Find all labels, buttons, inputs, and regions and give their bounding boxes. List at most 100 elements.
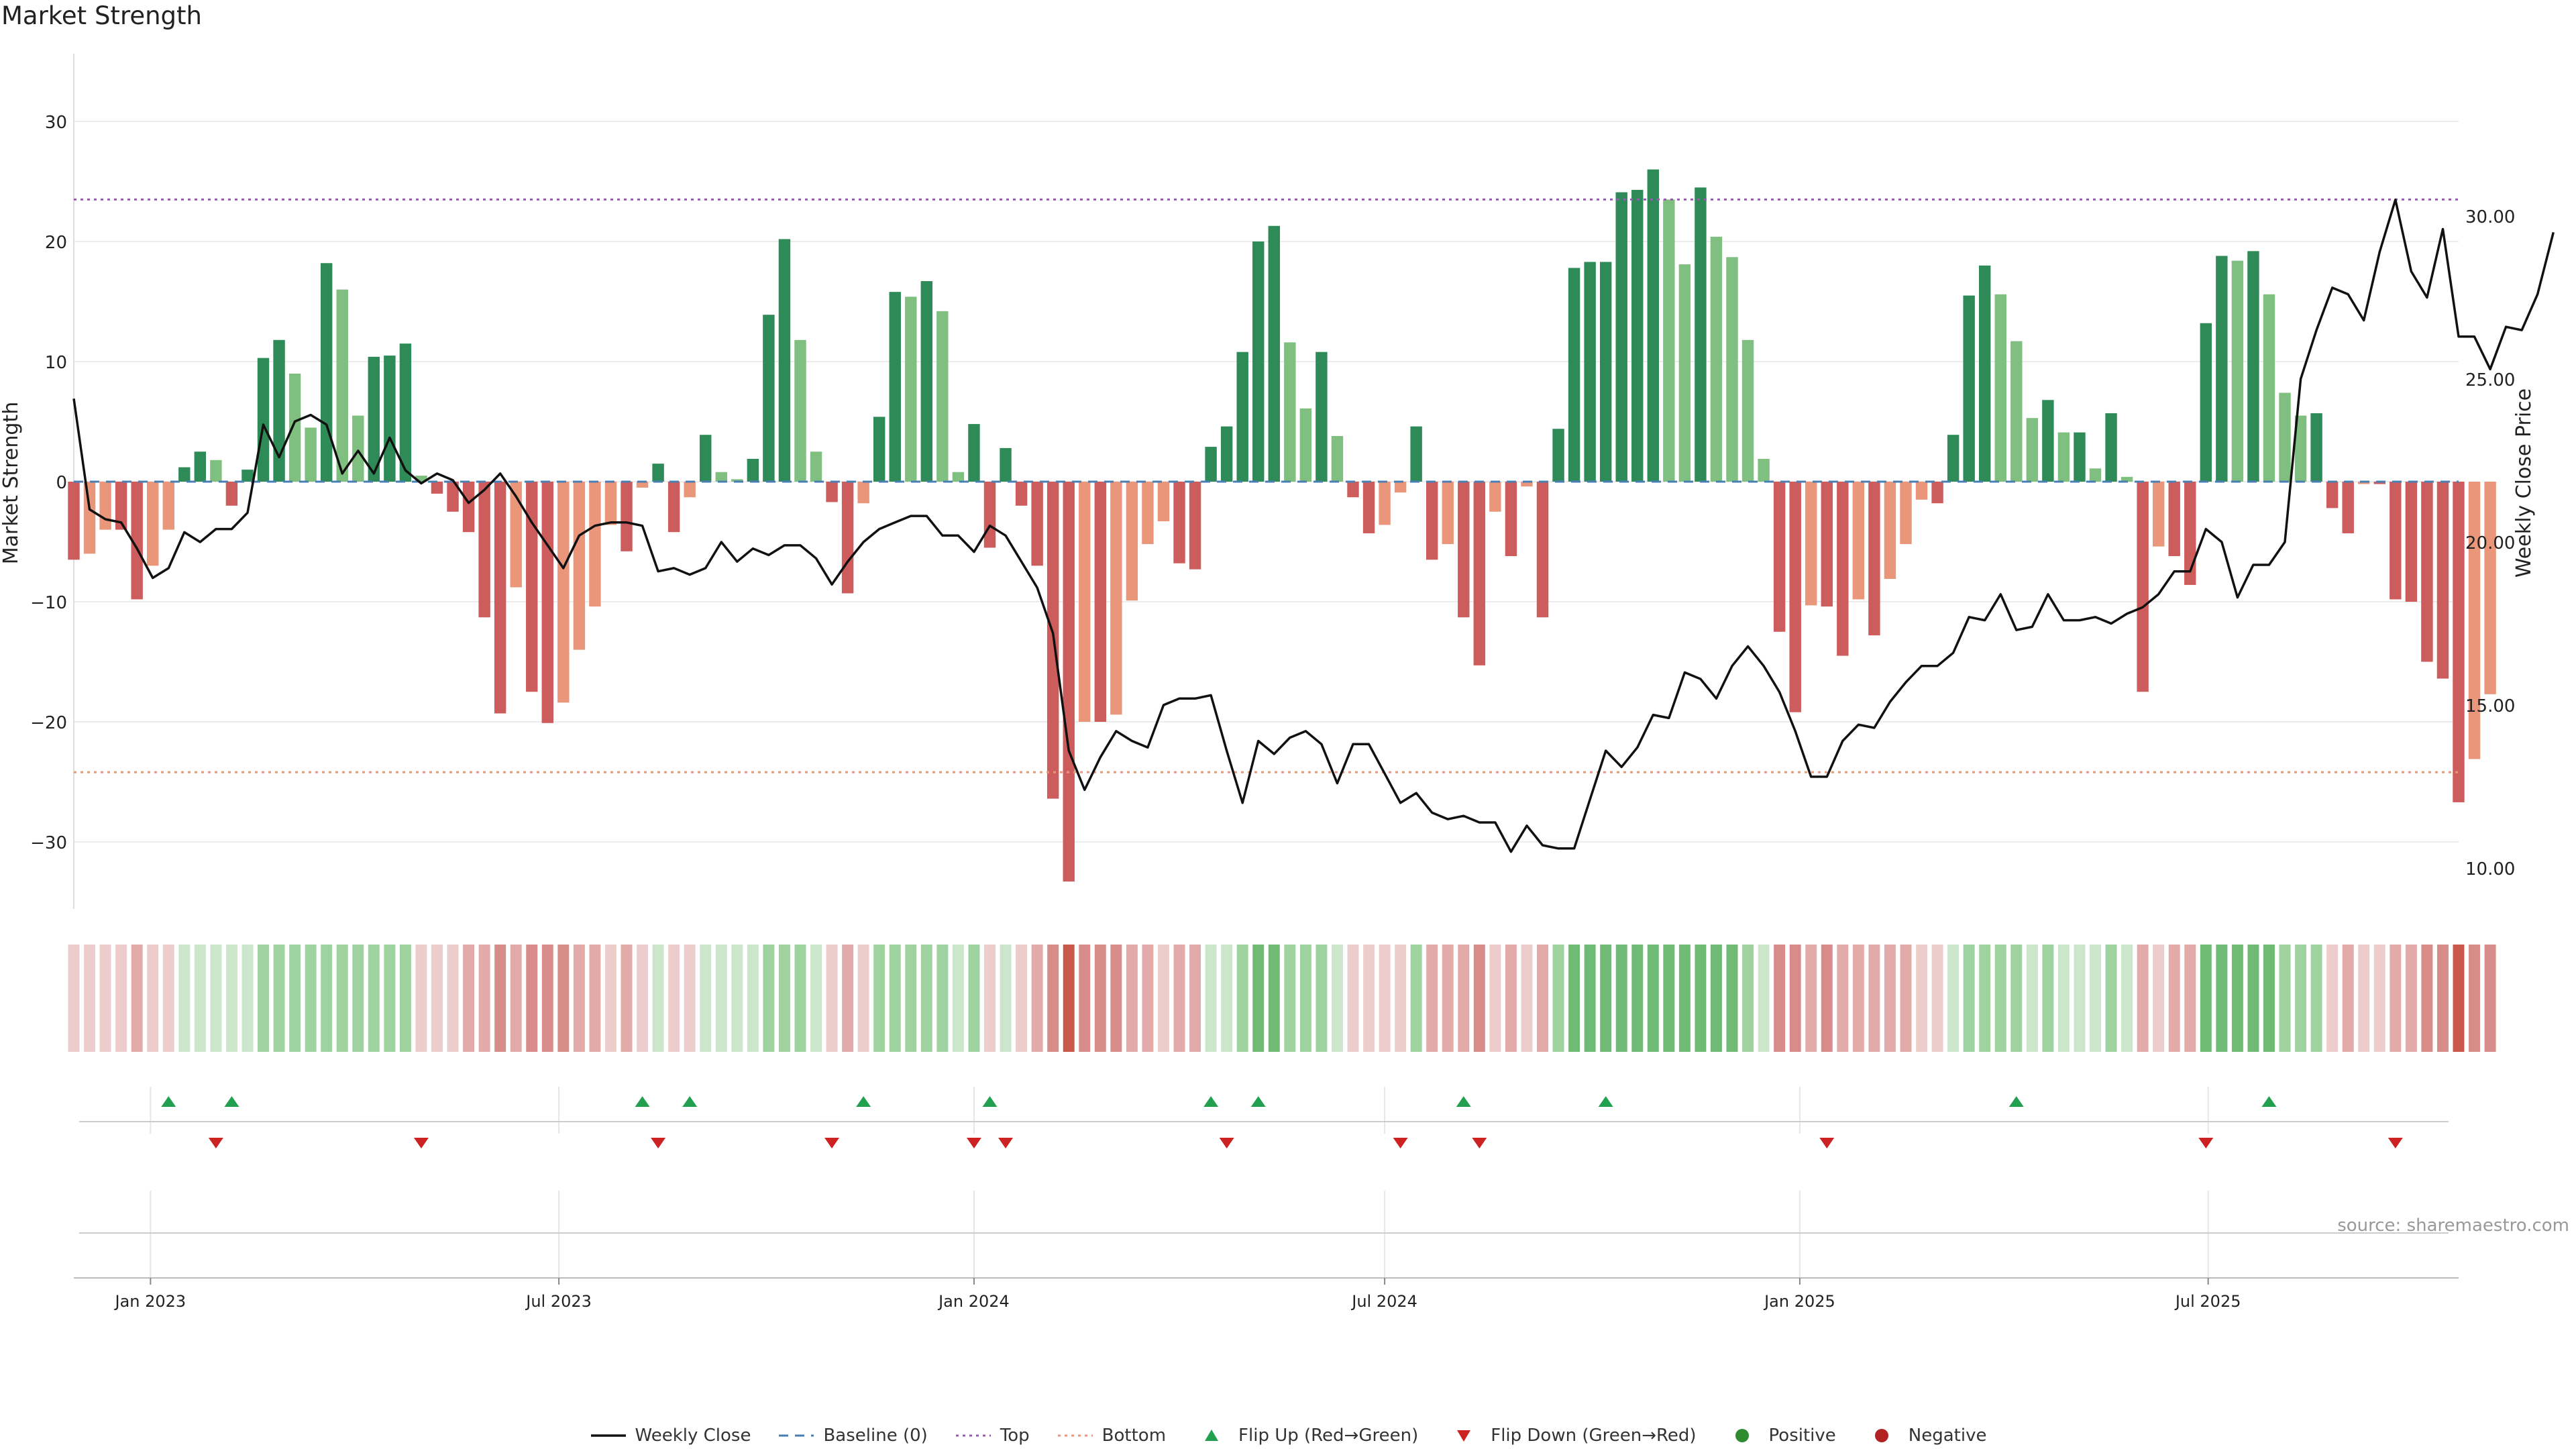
strength-bar [2089, 468, 2102, 482]
legend-item: Flip Down (Green→Red) [1445, 1426, 1697, 1446]
strength-bar [494, 482, 506, 714]
strength-bar [1789, 482, 1801, 712]
strength-bar [589, 482, 601, 607]
strength-bar [1362, 482, 1375, 533]
strength-bar [826, 482, 838, 502]
heat-cell [2405, 945, 2417, 1052]
flip-up-marker [1598, 1096, 1613, 1107]
heat-cell [1363, 945, 1375, 1052]
strength-bar [810, 451, 822, 482]
heat-cell [541, 945, 553, 1052]
heat-cell [984, 945, 996, 1052]
heat-cell [873, 945, 885, 1052]
heat-cell [1884, 945, 1896, 1052]
strength-bar [1505, 482, 1517, 556]
strength-bar [1079, 482, 1091, 722]
strength-bar [557, 482, 570, 703]
y2-axis-label: Weekly Close Price [2512, 388, 2536, 578]
heat-cell [1631, 945, 1644, 1052]
flip-up-marker [2261, 1096, 2277, 1107]
heat-cell [936, 945, 949, 1052]
heat-cell [652, 945, 664, 1052]
reference-lines [74, 198, 2459, 773]
heat-cell [2200, 945, 2212, 1052]
flip-markers [79, 1096, 2449, 1234]
heat-cell [2074, 945, 2086, 1052]
strength-bar [1647, 169, 1660, 482]
strength-bar [1821, 482, 1833, 607]
heat-cell [2263, 945, 2275, 1052]
heat-cell [1505, 945, 1517, 1052]
heat-cell [225, 945, 237, 1052]
strength-bar [115, 482, 127, 530]
heat-cell [115, 945, 127, 1052]
heat-cell [1584, 945, 1596, 1052]
strength-bar [178, 467, 191, 482]
legend-label: Negative [1908, 1426, 1987, 1446]
weekly-close-line [72, 198, 2555, 853]
strength-bar [1031, 482, 1043, 566]
strength-bar [1710, 236, 1723, 482]
strength-bar [2310, 413, 2322, 482]
heat-cell [1963, 945, 1975, 1052]
date-axis: Jan 2023 Jul 2023 Jan 2024 Jul 2024 Jan 2025… [74, 1277, 2459, 1311]
heat-cell [1410, 945, 1422, 1052]
heat-cell [2247, 945, 2259, 1052]
strength-bar [2373, 482, 2385, 484]
heat-cell [321, 945, 333, 1052]
strength-bar [2358, 482, 2370, 484]
legend-swatch [1057, 1434, 1093, 1437]
x-tick-label: Jan 2024 [937, 1292, 1010, 1311]
strength-bar [905, 297, 917, 482]
heat-cell [2279, 945, 2291, 1052]
strength-bar [305, 427, 317, 482]
legend-item: Bottom [1057, 1426, 1166, 1446]
strength-bar [1868, 482, 1880, 636]
strength-bar [1947, 435, 1960, 482]
heat-cell [1473, 945, 1485, 1052]
strength-bar [1900, 482, 1912, 545]
strength-bar [2421, 482, 2433, 662]
heat-cell [258, 945, 269, 1052]
strength-bar [336, 289, 348, 482]
heat-cell [1426, 945, 1438, 1052]
strength-bar [131, 482, 143, 600]
strength-bar [1963, 295, 1975, 482]
flip-up-marker [161, 1096, 176, 1107]
left-axis: 30 20 10 0 −10 −20 −30 [30, 113, 67, 853]
flip-up-marker [682, 1096, 698, 1107]
heat-cell [2168, 945, 2180, 1052]
heat-cell [1016, 945, 1028, 1052]
strength-bar [1094, 482, 1107, 722]
strength-bar [541, 482, 554, 723]
strength-bar [320, 263, 333, 482]
heat-cell [1395, 945, 1407, 1052]
heat-cell [2026, 945, 2038, 1052]
strength-bar [99, 482, 111, 530]
heat-cell [194, 945, 206, 1052]
y-tick-label: −20 [30, 713, 67, 733]
strength-bar [1157, 482, 1170, 522]
heat-cell [857, 945, 869, 1052]
legend-swatch [779, 1434, 814, 1437]
strength-bar [2484, 482, 2496, 694]
heat-cell [1600, 945, 1612, 1052]
heat-cell [305, 945, 317, 1052]
heat-cell [1331, 945, 1343, 1052]
strength-bar [936, 311, 949, 482]
heat-cell [84, 945, 96, 1052]
strength-bar [968, 424, 980, 482]
heat-cell [447, 945, 459, 1052]
heat-cell [1284, 945, 1296, 1052]
heat-cell [2137, 945, 2149, 1052]
heat-cell [1205, 945, 1217, 1052]
legend-item: Baseline (0) [777, 1426, 928, 1446]
strength-bar [1284, 342, 1296, 482]
strength-bar [700, 435, 712, 482]
strength-bars [68, 169, 2496, 882]
strength-bar [2026, 418, 2039, 482]
heat-cell [1821, 945, 1833, 1052]
flip-up-marker [1250, 1096, 1266, 1107]
flip-down-marker [1219, 1138, 1234, 1148]
strength-bar [2168, 482, 2180, 556]
